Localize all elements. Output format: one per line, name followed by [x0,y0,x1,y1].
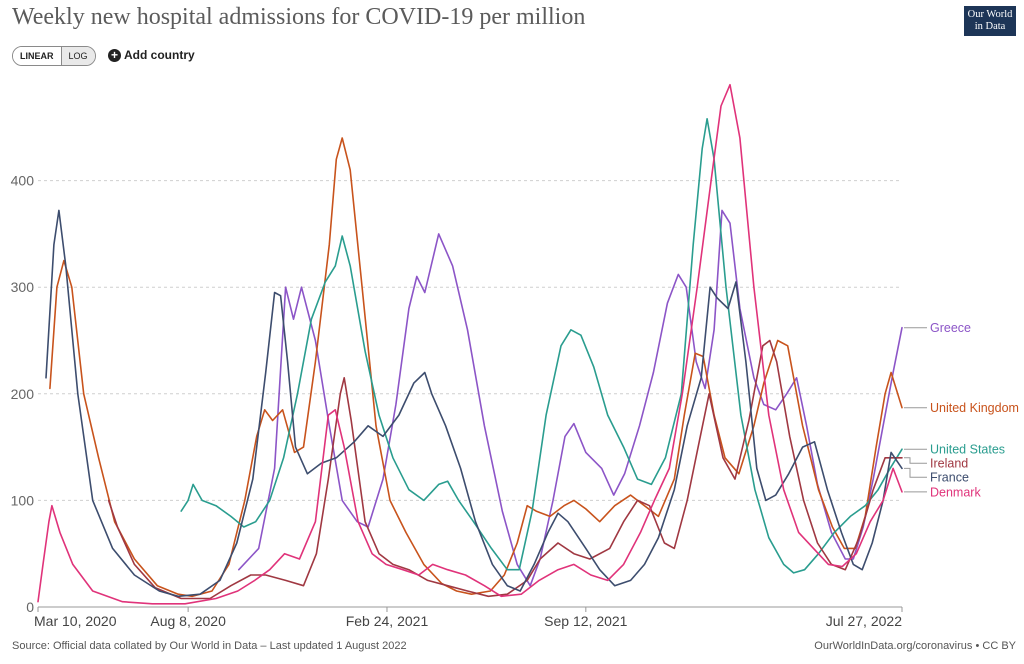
x-tick-label: Sep 12, 2021 [544,613,628,629]
leader-line-france [904,467,927,478]
series-label-united-states: United States [930,443,1005,457]
series-label-greece: Greece [930,321,971,335]
add-country-label: Add country [124,48,195,62]
series-label-ireland: Ireland [930,457,968,471]
series-label-united-kingdom: United Kingdom [930,401,1019,415]
y-tick-label: 300 [11,279,35,295]
x-tick-label: Feb 24, 2021 [346,613,429,629]
x-tick-label: Mar 10, 2020 [34,613,117,629]
series-label-france: France [930,471,969,485]
y-tick-label: 200 [11,386,35,402]
series-label-denmark: Denmark [930,485,981,499]
leader-line-ireland [904,457,927,464]
linear-scale-button[interactable]: LINEAR [13,47,62,65]
series-line-ireland [107,339,903,600]
y-tick-label: 0 [26,599,34,615]
add-country-button[interactable]: + Add country [108,46,195,64]
series-line-united-kingdom [49,137,903,598]
scale-toggle: LINEAR LOG [12,46,96,66]
license-note[interactable]: OurWorldInData.org/coronavirus • CC BY [814,640,1016,652]
x-tick-label: Jul 27, 2022 [826,613,902,629]
y-tick-label: 100 [11,492,35,508]
series-line-france [45,209,903,598]
source-note: Source: Official data collated by Our Wo… [12,640,407,652]
logo-line-1: Our World [967,9,1013,20]
owid-logo[interactable]: Our World in Data [964,6,1016,36]
logo-line-2: in Data [974,21,1006,32]
chart-title: Weekly new hospital admissions for COVID… [12,4,586,30]
plus-circle-icon: + [108,48,121,62]
log-scale-button[interactable]: LOG [61,47,95,65]
series-line-united-states [180,118,903,574]
series-line-greece [238,209,903,587]
x-tick-label: Aug 8, 2020 [150,613,226,629]
y-tick-label: 400 [11,173,35,189]
series-line-denmark [37,83,903,605]
